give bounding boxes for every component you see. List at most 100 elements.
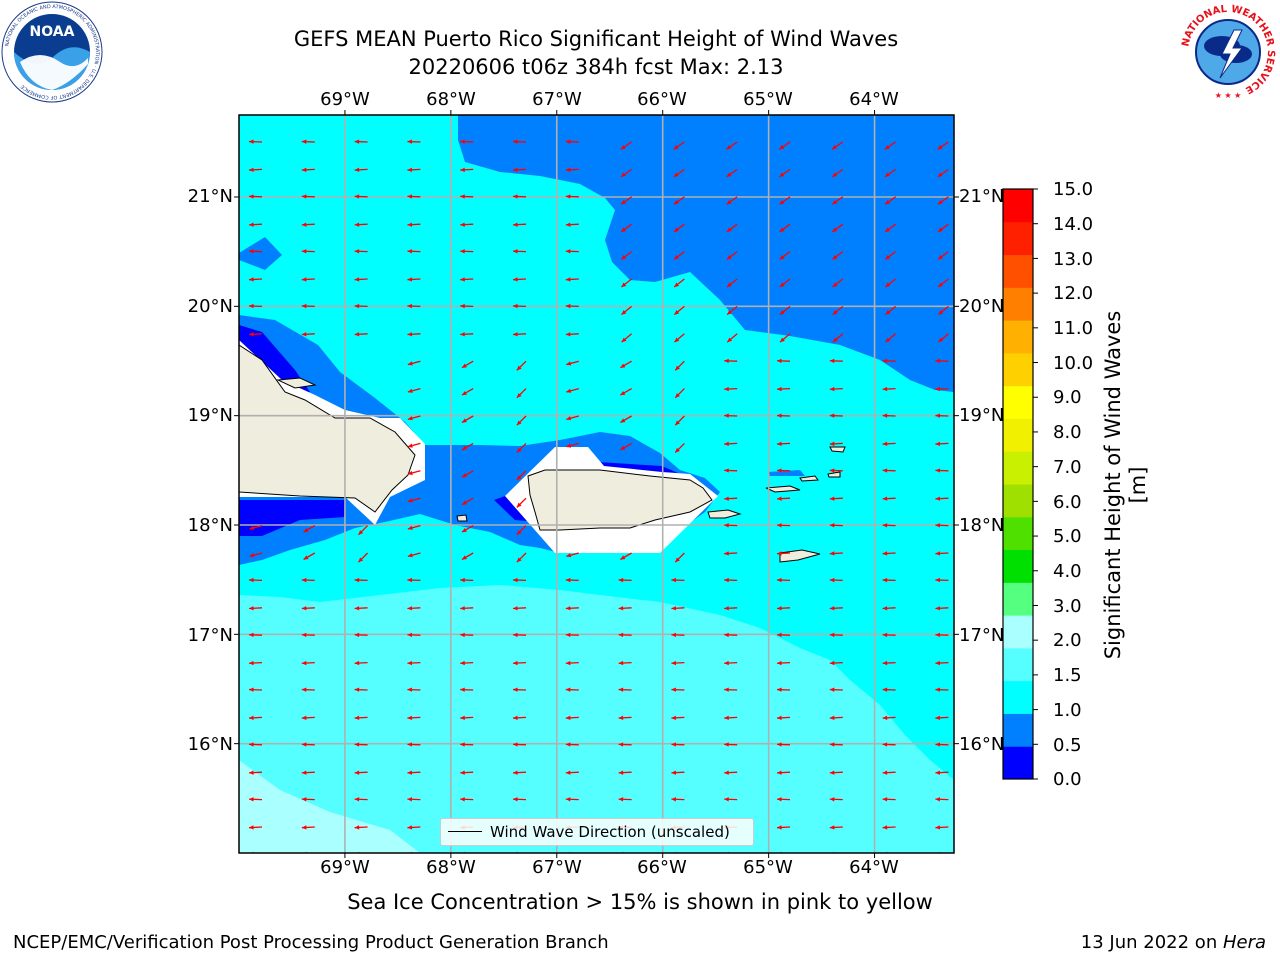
wind-arrow xyxy=(882,797,896,802)
wind-arrow xyxy=(671,660,685,666)
lat-label: 17°N xyxy=(959,625,1005,646)
wind-arrow xyxy=(301,797,315,802)
wind-arrow xyxy=(512,770,527,775)
wind-arrow xyxy=(248,797,263,802)
colorbar-tick: 9.0 xyxy=(1053,387,1082,408)
wind-arrow xyxy=(831,141,844,150)
wind-arrow xyxy=(248,577,263,583)
wind-arrow xyxy=(935,687,949,692)
wind-arrow xyxy=(724,715,738,721)
wind-arrow xyxy=(829,632,843,638)
wind-arrow xyxy=(726,168,738,178)
wind-arrow xyxy=(776,825,791,830)
wind-arrow xyxy=(935,468,949,473)
wind-arrow xyxy=(301,139,315,144)
wind-arrow xyxy=(565,277,579,282)
colorbar-segment xyxy=(1003,484,1033,518)
footer-date: 13 Jun 2022 on Hera xyxy=(1081,932,1266,953)
wind-arrow xyxy=(354,660,368,666)
wind-arrow xyxy=(724,496,738,501)
wind-arrow xyxy=(829,687,843,692)
wind-arrow xyxy=(512,606,527,611)
wind-arrow xyxy=(935,632,949,638)
wind-arrow xyxy=(831,168,844,178)
wind-arrow xyxy=(460,222,474,227)
wind-arrow xyxy=(407,277,421,282)
colorbar-tick: 8.0 xyxy=(1053,422,1082,443)
wind-arrow xyxy=(407,632,421,638)
wind-arrow xyxy=(301,687,315,692)
lon-label: 69°W xyxy=(320,857,370,878)
wind-arrow xyxy=(301,742,315,747)
wind-arrow xyxy=(779,305,791,316)
wind-arrow xyxy=(354,797,368,802)
wind-arrow xyxy=(565,742,579,747)
wind-arrow xyxy=(935,797,949,802)
wind-arrow xyxy=(460,167,474,173)
wind-arrow xyxy=(724,797,738,802)
wind-arrow xyxy=(301,332,315,337)
plot-title: GEFS MEAN Puerto Rico Significant Height… xyxy=(293,27,899,51)
wind-arrow xyxy=(461,470,474,478)
wind-arrow xyxy=(724,770,738,775)
wind-wave-arrows xyxy=(248,139,949,853)
wind-arrow xyxy=(829,660,843,666)
wind-arrow xyxy=(724,523,738,528)
colorbar-segment xyxy=(1003,549,1033,583)
wind-arrow xyxy=(779,333,791,343)
wave-zone-0-to-0-5 xyxy=(239,325,310,392)
wind-arrow xyxy=(776,715,791,721)
wind-arrow xyxy=(935,523,949,528)
lat-label: 20°N xyxy=(959,296,1005,317)
wind-arrow xyxy=(776,523,791,528)
wind-arrow xyxy=(407,552,421,558)
wind-arrow xyxy=(620,196,632,205)
wind-arrow xyxy=(829,358,843,364)
wind-arrow xyxy=(882,358,896,364)
wind-arrow xyxy=(407,577,421,583)
colorbar-title: Significant Height of Wind Waves [m] xyxy=(1101,310,1150,660)
wind-arrow xyxy=(618,577,632,583)
wind-arrow xyxy=(566,415,579,421)
lon-label: 64°W xyxy=(849,89,899,110)
colorbar-segment xyxy=(1003,746,1033,780)
colorbar-tick: 3.0 xyxy=(1053,596,1082,617)
colorbar-segment xyxy=(1003,582,1033,616)
wind-arrow xyxy=(248,303,263,309)
colorbar-segment xyxy=(1003,516,1033,551)
wind-arrow xyxy=(354,249,368,254)
wind-arrow xyxy=(354,770,368,775)
lon-label: 68°W xyxy=(426,857,476,878)
wind-arrow xyxy=(674,415,685,426)
wind-arrow xyxy=(407,139,421,144)
wind-arrow xyxy=(460,606,474,611)
colorbar-tick: 11.0 xyxy=(1053,318,1094,339)
wind-arrow xyxy=(620,388,632,396)
wind-arrow xyxy=(882,770,896,775)
wind-arrow xyxy=(937,333,949,343)
wind-arrow xyxy=(726,333,738,343)
wind-arrow xyxy=(882,606,896,611)
wind-arrow xyxy=(620,360,632,369)
wind-arrow xyxy=(248,742,263,747)
wind-arrow xyxy=(673,223,685,233)
wind-arrow xyxy=(249,552,263,558)
wind-arrow xyxy=(407,687,421,692)
wind-arrow xyxy=(935,413,949,418)
wave-zone-0-5-to-1-ne xyxy=(458,115,954,392)
wind-arrow xyxy=(620,141,632,150)
wind-arrow xyxy=(882,386,896,392)
wind-arrow xyxy=(460,632,474,638)
colorbar-segment xyxy=(1003,254,1033,288)
wind-arrow xyxy=(935,715,949,721)
wind-arrow xyxy=(726,141,738,150)
wind-arrow xyxy=(407,303,421,309)
wind-arrow xyxy=(829,797,843,802)
lat-label: 19°N xyxy=(187,405,233,426)
lon-label: 65°W xyxy=(743,89,793,110)
wind-arrow xyxy=(357,525,369,536)
wind-arrow xyxy=(882,632,896,638)
wind-arrow xyxy=(726,305,738,316)
wind-arrow xyxy=(565,194,579,199)
